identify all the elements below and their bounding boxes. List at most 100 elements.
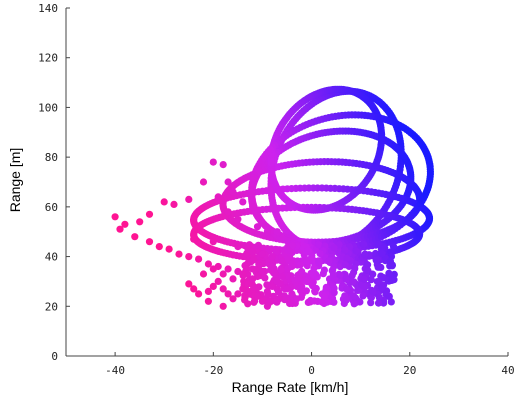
cluster-point xyxy=(315,259,323,267)
data-point xyxy=(155,243,163,251)
data-point xyxy=(224,265,232,273)
cluster-point xyxy=(310,297,318,305)
data-point xyxy=(278,272,286,281)
cluster-point xyxy=(368,270,376,278)
data-point xyxy=(116,225,124,233)
cluster-point xyxy=(309,282,317,290)
cluster-point xyxy=(316,250,324,258)
data-point xyxy=(214,277,222,285)
data-point xyxy=(204,297,212,305)
cluster-point xyxy=(351,264,359,272)
data-point xyxy=(219,161,227,169)
data-points xyxy=(111,85,434,310)
data-point xyxy=(234,215,242,223)
data-point xyxy=(111,213,119,221)
cluster-point xyxy=(261,274,269,282)
cluster-point xyxy=(318,298,326,306)
trajectory-point xyxy=(198,220,206,228)
cluster-point xyxy=(315,241,323,249)
cluster-point xyxy=(322,283,330,291)
cluster-point xyxy=(385,292,393,300)
data-point xyxy=(303,277,311,285)
data-point xyxy=(190,235,198,243)
data-point xyxy=(224,178,232,186)
data-point xyxy=(253,223,262,231)
data-point xyxy=(258,250,266,258)
cluster-point xyxy=(298,290,306,298)
cluster-point xyxy=(372,256,380,264)
cluster-point xyxy=(310,264,318,273)
trajectory-point xyxy=(352,159,360,168)
y-tick-label: 120 xyxy=(38,52,58,65)
data-point xyxy=(268,282,276,290)
cluster-point xyxy=(330,289,338,297)
trajectory-point xyxy=(255,188,263,196)
y-tick-label: 0 xyxy=(51,350,58,363)
cluster-point xyxy=(342,285,351,293)
data-point xyxy=(249,203,257,211)
cluster-point xyxy=(320,292,328,301)
y-tick-label: 40 xyxy=(45,251,58,264)
cluster-point xyxy=(360,275,368,283)
data-point xyxy=(209,265,217,273)
data-point xyxy=(214,193,222,201)
cluster-point xyxy=(374,299,383,307)
data-point xyxy=(298,282,306,290)
cluster-point xyxy=(342,275,350,283)
cluster-point xyxy=(343,254,351,262)
data-point xyxy=(185,195,193,203)
data-point xyxy=(234,290,242,298)
cluster-point xyxy=(387,298,395,306)
data-point xyxy=(131,233,139,241)
data-point xyxy=(249,248,257,256)
cluster-point xyxy=(373,278,381,286)
cluster-point xyxy=(304,246,312,255)
data-point xyxy=(185,280,193,288)
y-tick-label: 140 xyxy=(38,2,58,15)
cluster-point xyxy=(341,246,349,254)
x-tick-label: -40 xyxy=(105,364,125,377)
y-tick-label: 100 xyxy=(38,101,58,114)
cluster-point xyxy=(296,261,305,269)
cluster-point xyxy=(249,256,257,264)
data-point xyxy=(195,255,203,263)
data-point xyxy=(288,290,296,298)
cluster-point xyxy=(349,278,357,286)
cluster-point xyxy=(342,296,350,304)
cluster-point xyxy=(364,261,372,269)
data-point xyxy=(219,270,227,278)
data-point xyxy=(268,253,276,261)
data-point xyxy=(219,302,227,310)
data-point xyxy=(175,250,183,258)
cluster-point xyxy=(367,299,375,307)
data-point xyxy=(199,178,208,186)
cluster-point xyxy=(283,272,291,280)
cluster-point xyxy=(288,299,296,308)
y-tick-label: 80 xyxy=(45,151,58,164)
data-point xyxy=(239,270,247,278)
cluster-point xyxy=(359,282,367,290)
data-point xyxy=(278,257,286,266)
data-point xyxy=(209,282,217,290)
y-tick-label: 60 xyxy=(45,201,58,214)
data-point xyxy=(204,260,212,268)
data-point xyxy=(303,257,311,266)
y-tick-label: 20 xyxy=(45,300,58,313)
cluster-point xyxy=(289,241,297,250)
data-point xyxy=(224,208,232,216)
cluster-point xyxy=(274,288,283,296)
data-point xyxy=(199,270,208,278)
cluster-point xyxy=(386,257,394,265)
cluster-point xyxy=(323,298,331,306)
cluster-point xyxy=(378,250,386,258)
cluster-point xyxy=(329,271,337,279)
data-point xyxy=(121,220,129,228)
cluster-point xyxy=(369,288,377,296)
cluster-point xyxy=(389,242,397,250)
data-point xyxy=(298,267,306,276)
cluster-point xyxy=(388,276,396,284)
data-point xyxy=(283,285,291,293)
cluster-point xyxy=(293,274,301,283)
x-tick-label: -20 xyxy=(203,364,223,377)
